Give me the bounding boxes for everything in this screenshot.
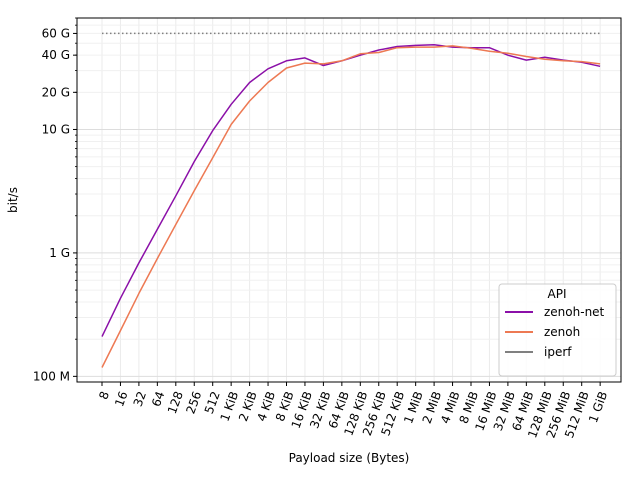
- y-axis-label: bit/s: [6, 187, 20, 213]
- legend-items: zenoh-net zenoh iperf: [505, 305, 605, 359]
- y-tick-label: 1 G: [49, 246, 70, 260]
- x-tick-label: 16: [112, 389, 130, 408]
- series-line-zenoh: [101, 45, 601, 368]
- y-tick-label: 100 M: [33, 369, 70, 383]
- x-tick-label: 32: [131, 389, 149, 408]
- y-tick-label: 20 G: [42, 85, 70, 99]
- y-axis-ticks: 100 M 1 G 10 G 20 G 40 G 60 G: [33, 17, 77, 383]
- y-tick-label: 40 G: [42, 48, 70, 62]
- y-tick-label: 10 G: [42, 122, 70, 136]
- x-axis-label: Payload size (Bytes): [289, 451, 410, 465]
- legend-title: API: [548, 287, 567, 301]
- legend: API zenoh-net zenoh iperf: [498, 283, 617, 377]
- grid: [77, 17, 621, 382]
- x-tick-label: 8: [96, 389, 112, 401]
- legend-label-zenoh: zenoh: [544, 325, 580, 339]
- plot-frame: [76, 17, 622, 383]
- series-lines: [101, 32, 601, 368]
- legend-label-zenoh-net: zenoh-net: [544, 305, 605, 319]
- x-tick-label: 64: [149, 389, 167, 408]
- y-tick-label: 60 G: [42, 26, 70, 40]
- legend-label-iperf: iperf: [544, 345, 572, 359]
